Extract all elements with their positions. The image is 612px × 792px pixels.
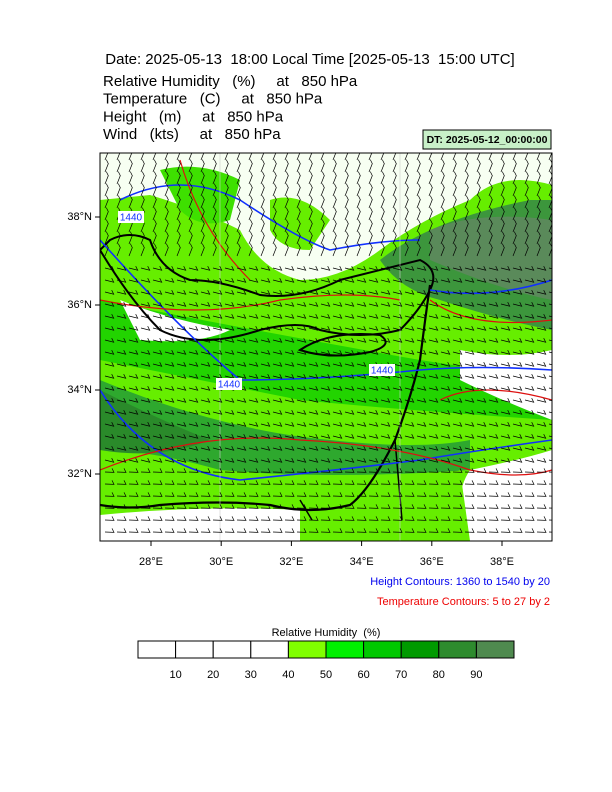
contour-label-bg	[216, 378, 242, 390]
lon-label: 38°E	[490, 556, 514, 568]
dt-label: DT: 2025-05-12_00:00:00	[427, 134, 548, 146]
map-axes: 38°N 36°N 34°N 32°N 28°E 30°E 32°E 34°E 36°E 38°E	[67, 211, 514, 568]
contour-label-bg	[118, 211, 144, 223]
lat-label: 34°N	[67, 384, 92, 396]
title: Date: 2025-05-13 18:00 Local Time [2025-…	[105, 51, 514, 68]
header-line: Temperature (C) at 850 hPa	[103, 91, 323, 108]
barbs-path	[104, 153, 552, 533]
colorbar-tick-label: 60	[357, 669, 369, 681]
wind-barbs	[104, 153, 552, 533]
contour-label-bg	[369, 364, 395, 376]
temperature-note: Temperature Contours: 5 to 27 by 2	[377, 596, 550, 608]
header-lines: Relative Humidity (%) at 850 hPaTemperat…	[103, 73, 358, 143]
lon-label: 34°E	[350, 556, 374, 568]
contour-label: 1440	[120, 213, 143, 224]
lat-label: 36°N	[67, 299, 92, 311]
dt-box	[422, 129, 552, 150]
lon-label: 28°E	[139, 556, 163, 568]
colorbar-tick-label: 50	[320, 669, 332, 681]
lon-label: 36°E	[420, 556, 444, 568]
header-line: Wind (kts) at 850 hPa	[103, 126, 281, 143]
contour-label: 1440	[218, 380, 241, 391]
colorbar-tick-label: 70	[395, 669, 407, 681]
colorbar-tick-label: 80	[433, 669, 445, 681]
header-line: Relative Humidity (%) at 850 hPa	[103, 73, 358, 90]
height-note: Height Contours: 1360 to 1540 by 20	[370, 576, 550, 588]
header-line: Height (m) at 850 hPa	[103, 108, 284, 125]
colorbar	[137, 640, 515, 659]
colorbar-tick-label: 20	[207, 669, 219, 681]
lon-label: 32°E	[279, 556, 303, 568]
map	[100, 153, 552, 541]
lon-label: 30°E	[209, 556, 233, 568]
lat-label: 32°N	[67, 468, 92, 480]
map-frame	[99, 152, 553, 542]
colorbar-ticks: 10 20 30 40 50 60 70 80 90	[169, 669, 482, 681]
contour-label: 1440	[371, 366, 394, 377]
colorbar-tick-label: 90	[470, 669, 482, 681]
colorbar-tick-label: 30	[245, 669, 257, 681]
colorbar-tick-label: 10	[169, 669, 181, 681]
colorbar-title: Relative Humidity (%)	[272, 627, 381, 639]
colorbar-tick-label: 40	[282, 669, 294, 681]
lat-label: 38°N	[67, 211, 92, 223]
